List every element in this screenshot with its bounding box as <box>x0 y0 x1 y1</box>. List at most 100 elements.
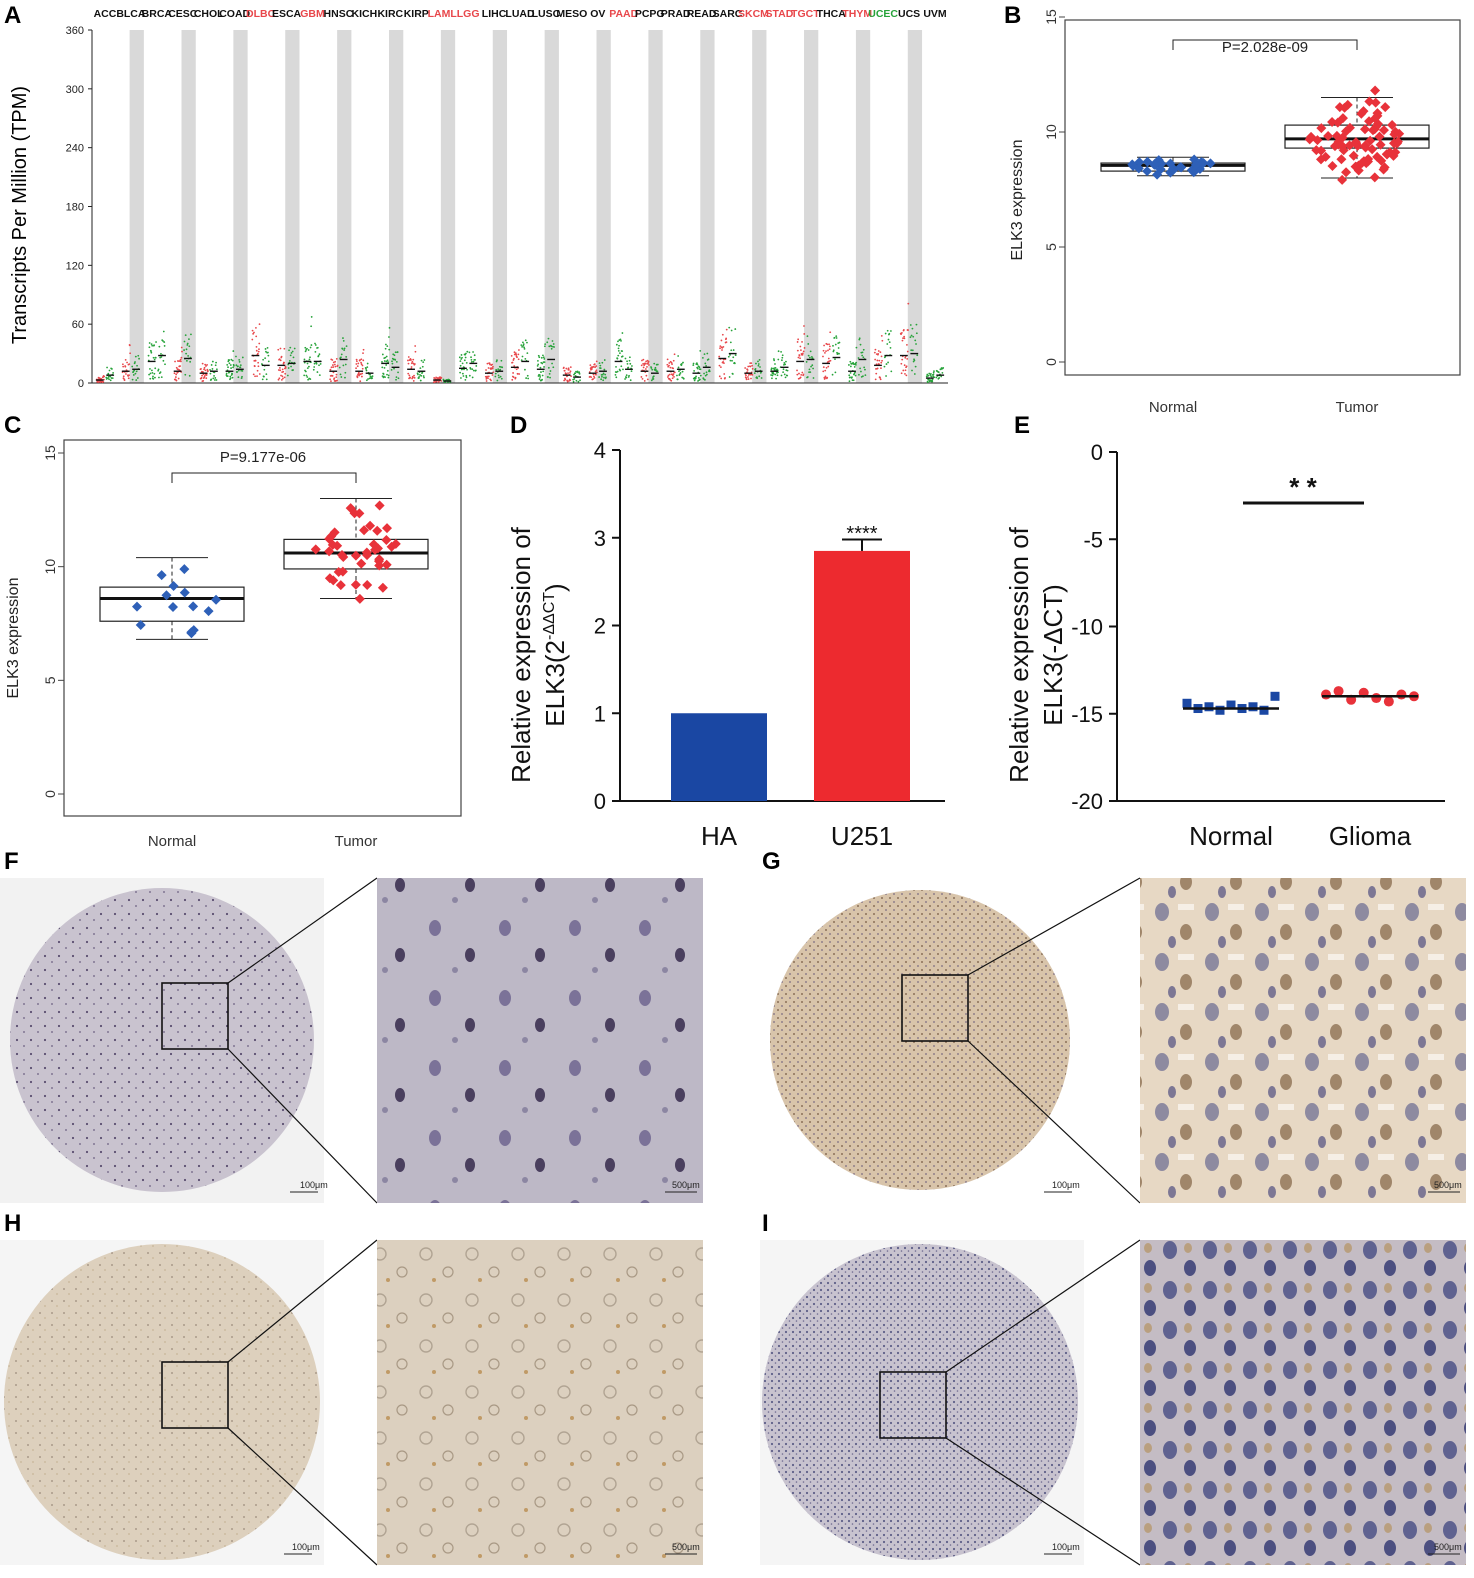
panel-a-tumor-point <box>387 376 390 379</box>
panel-a-tumor-point <box>204 363 207 366</box>
y-tick-label: 5 <box>42 676 58 684</box>
panel-a-tumor-point <box>725 328 728 331</box>
panel-a-normal-point <box>162 340 164 342</box>
panel-a-tumor-point <box>201 362 204 365</box>
panel-g-zoom-image <box>1140 878 1466 1203</box>
panel-d-y-tick-label: 3 <box>594 526 606 551</box>
panel-a-label-stad: STAD <box>765 8 793 20</box>
panel-a-tumor-point <box>931 380 934 383</box>
panel-a-normal-point <box>210 364 213 366</box>
panel-a-tumor-point <box>335 358 338 360</box>
panel-letter-d: D <box>510 412 528 439</box>
panel-i-tissue-core <box>762 1244 1078 1560</box>
panel-a-normal-point <box>650 379 653 382</box>
panel-a-normal-point <box>890 370 893 373</box>
panel-a-tumor-point <box>848 374 851 377</box>
panel-a-tumor-point <box>304 346 307 349</box>
data-point <box>1363 156 1374 167</box>
bar-ha <box>671 713 767 801</box>
panel-a-normal-point <box>520 344 523 347</box>
panel-a-normal-point <box>265 378 268 381</box>
panel-a-normal-point <box>365 379 368 382</box>
panel-a-tumor-point <box>593 363 596 366</box>
panel-a-label-coad: COAD <box>219 8 250 20</box>
data-point <box>356 558 367 569</box>
panel-a-normal-point <box>912 335 915 338</box>
panel-a-y-tick-label: 0 <box>78 378 84 390</box>
panel-a-normal-point <box>235 364 238 367</box>
panel-a-tumor-point <box>849 371 852 374</box>
panel-a-shade-esca <box>285 30 300 383</box>
data-point <box>135 620 146 631</box>
panel-a-normal-point <box>552 366 555 369</box>
panel-a-tumor-point <box>492 365 494 368</box>
panel-a-normal-point <box>342 364 345 367</box>
panel-a-tumor-point <box>332 361 335 364</box>
panel-d-x-ha: HA <box>701 821 738 851</box>
panel-a-normal-point <box>860 370 862 373</box>
panel-a-normal-point <box>681 370 684 373</box>
panel-a-label-lihc: LIHC <box>482 8 507 20</box>
panel-a-normal-point <box>654 366 657 369</box>
panel-a-tumor-point <box>386 373 388 376</box>
panel-a-normal-point <box>106 366 108 369</box>
panel-a-normal-point <box>267 360 270 363</box>
panel-a-tumor-point <box>203 368 205 371</box>
panel-a-tumor-point <box>672 367 675 370</box>
panel-a-tumor-point <box>622 368 624 371</box>
panel-a-normal-point <box>523 347 526 350</box>
panel-a-tumor-point <box>539 366 542 369</box>
panel-a-tumor-point <box>360 361 362 364</box>
panel-a-tumor-point <box>387 361 390 363</box>
panel-a-normal-point <box>909 324 912 326</box>
panel-a-tumor-point <box>646 378 649 381</box>
panel-a-tumor-point <box>776 374 779 377</box>
panel-a-tumor-point <box>827 357 830 360</box>
panel-a-tumor-point <box>933 376 936 379</box>
panel-a-normal-point <box>704 362 707 365</box>
panel-a-tumor-point <box>901 331 903 334</box>
panel-a-label-esca: ESCA <box>272 8 302 20</box>
panel-a-tumor-point <box>877 350 880 352</box>
data-point <box>167 602 178 613</box>
panel-a-tumor-point <box>542 356 545 359</box>
panel-a-tumor-point <box>122 375 125 378</box>
panel-d-x-u251: U251 <box>831 821 893 851</box>
panel-a-normal-point <box>605 376 607 379</box>
panel-a-normal-point <box>238 358 241 361</box>
panel-a-tumor-point <box>147 354 150 357</box>
panel-a-tumor-point <box>308 365 310 368</box>
panel-a-tumor-point <box>774 373 777 376</box>
data-point <box>332 540 343 551</box>
panel-a-normal-point <box>784 376 787 379</box>
panel-d-y-label-close: ) <box>540 583 570 592</box>
panel-a-tumor-point <box>618 344 620 347</box>
panel-a-normal-point <box>366 362 369 365</box>
panel-a-tumor-point <box>798 354 801 357</box>
panel-a-tumor-point <box>671 374 674 377</box>
panel-a-tumor-point <box>828 343 830 346</box>
panel-a-tumor-point <box>383 360 386 362</box>
panel-a-tumor-point <box>407 362 410 365</box>
panel-a-tumor-point <box>796 341 799 343</box>
panel-a-normal-point <box>365 368 367 370</box>
panel-a-normal-point <box>523 346 526 349</box>
panel-d-y-label-line2: ELK3(2 <box>540 640 570 727</box>
panel-a-tumor-point <box>513 353 516 356</box>
panel-a-normal-point <box>343 347 346 350</box>
panel-a-normal-point <box>394 359 397 361</box>
panel-a-normal-point <box>290 352 293 354</box>
data-point <box>362 550 373 561</box>
panel-a-tumor-point <box>149 377 152 380</box>
panel-a-tumor-point <box>772 371 774 374</box>
panel-a-tumor-point <box>386 345 389 348</box>
panel-a-normal-point <box>397 377 400 380</box>
panel-a-tumor-point <box>122 365 125 368</box>
panel-a-tumor-point <box>304 350 307 353</box>
panel-a-normal-point <box>913 373 916 375</box>
data-point <box>1149 159 1160 170</box>
panel-a-tumor-point <box>126 361 128 364</box>
panel-a-normal-point <box>211 360 214 363</box>
panel-a-normal-point <box>727 355 730 358</box>
panel-a-y-axis: 0 60 120 180 240 300 360 <box>66 25 948 390</box>
